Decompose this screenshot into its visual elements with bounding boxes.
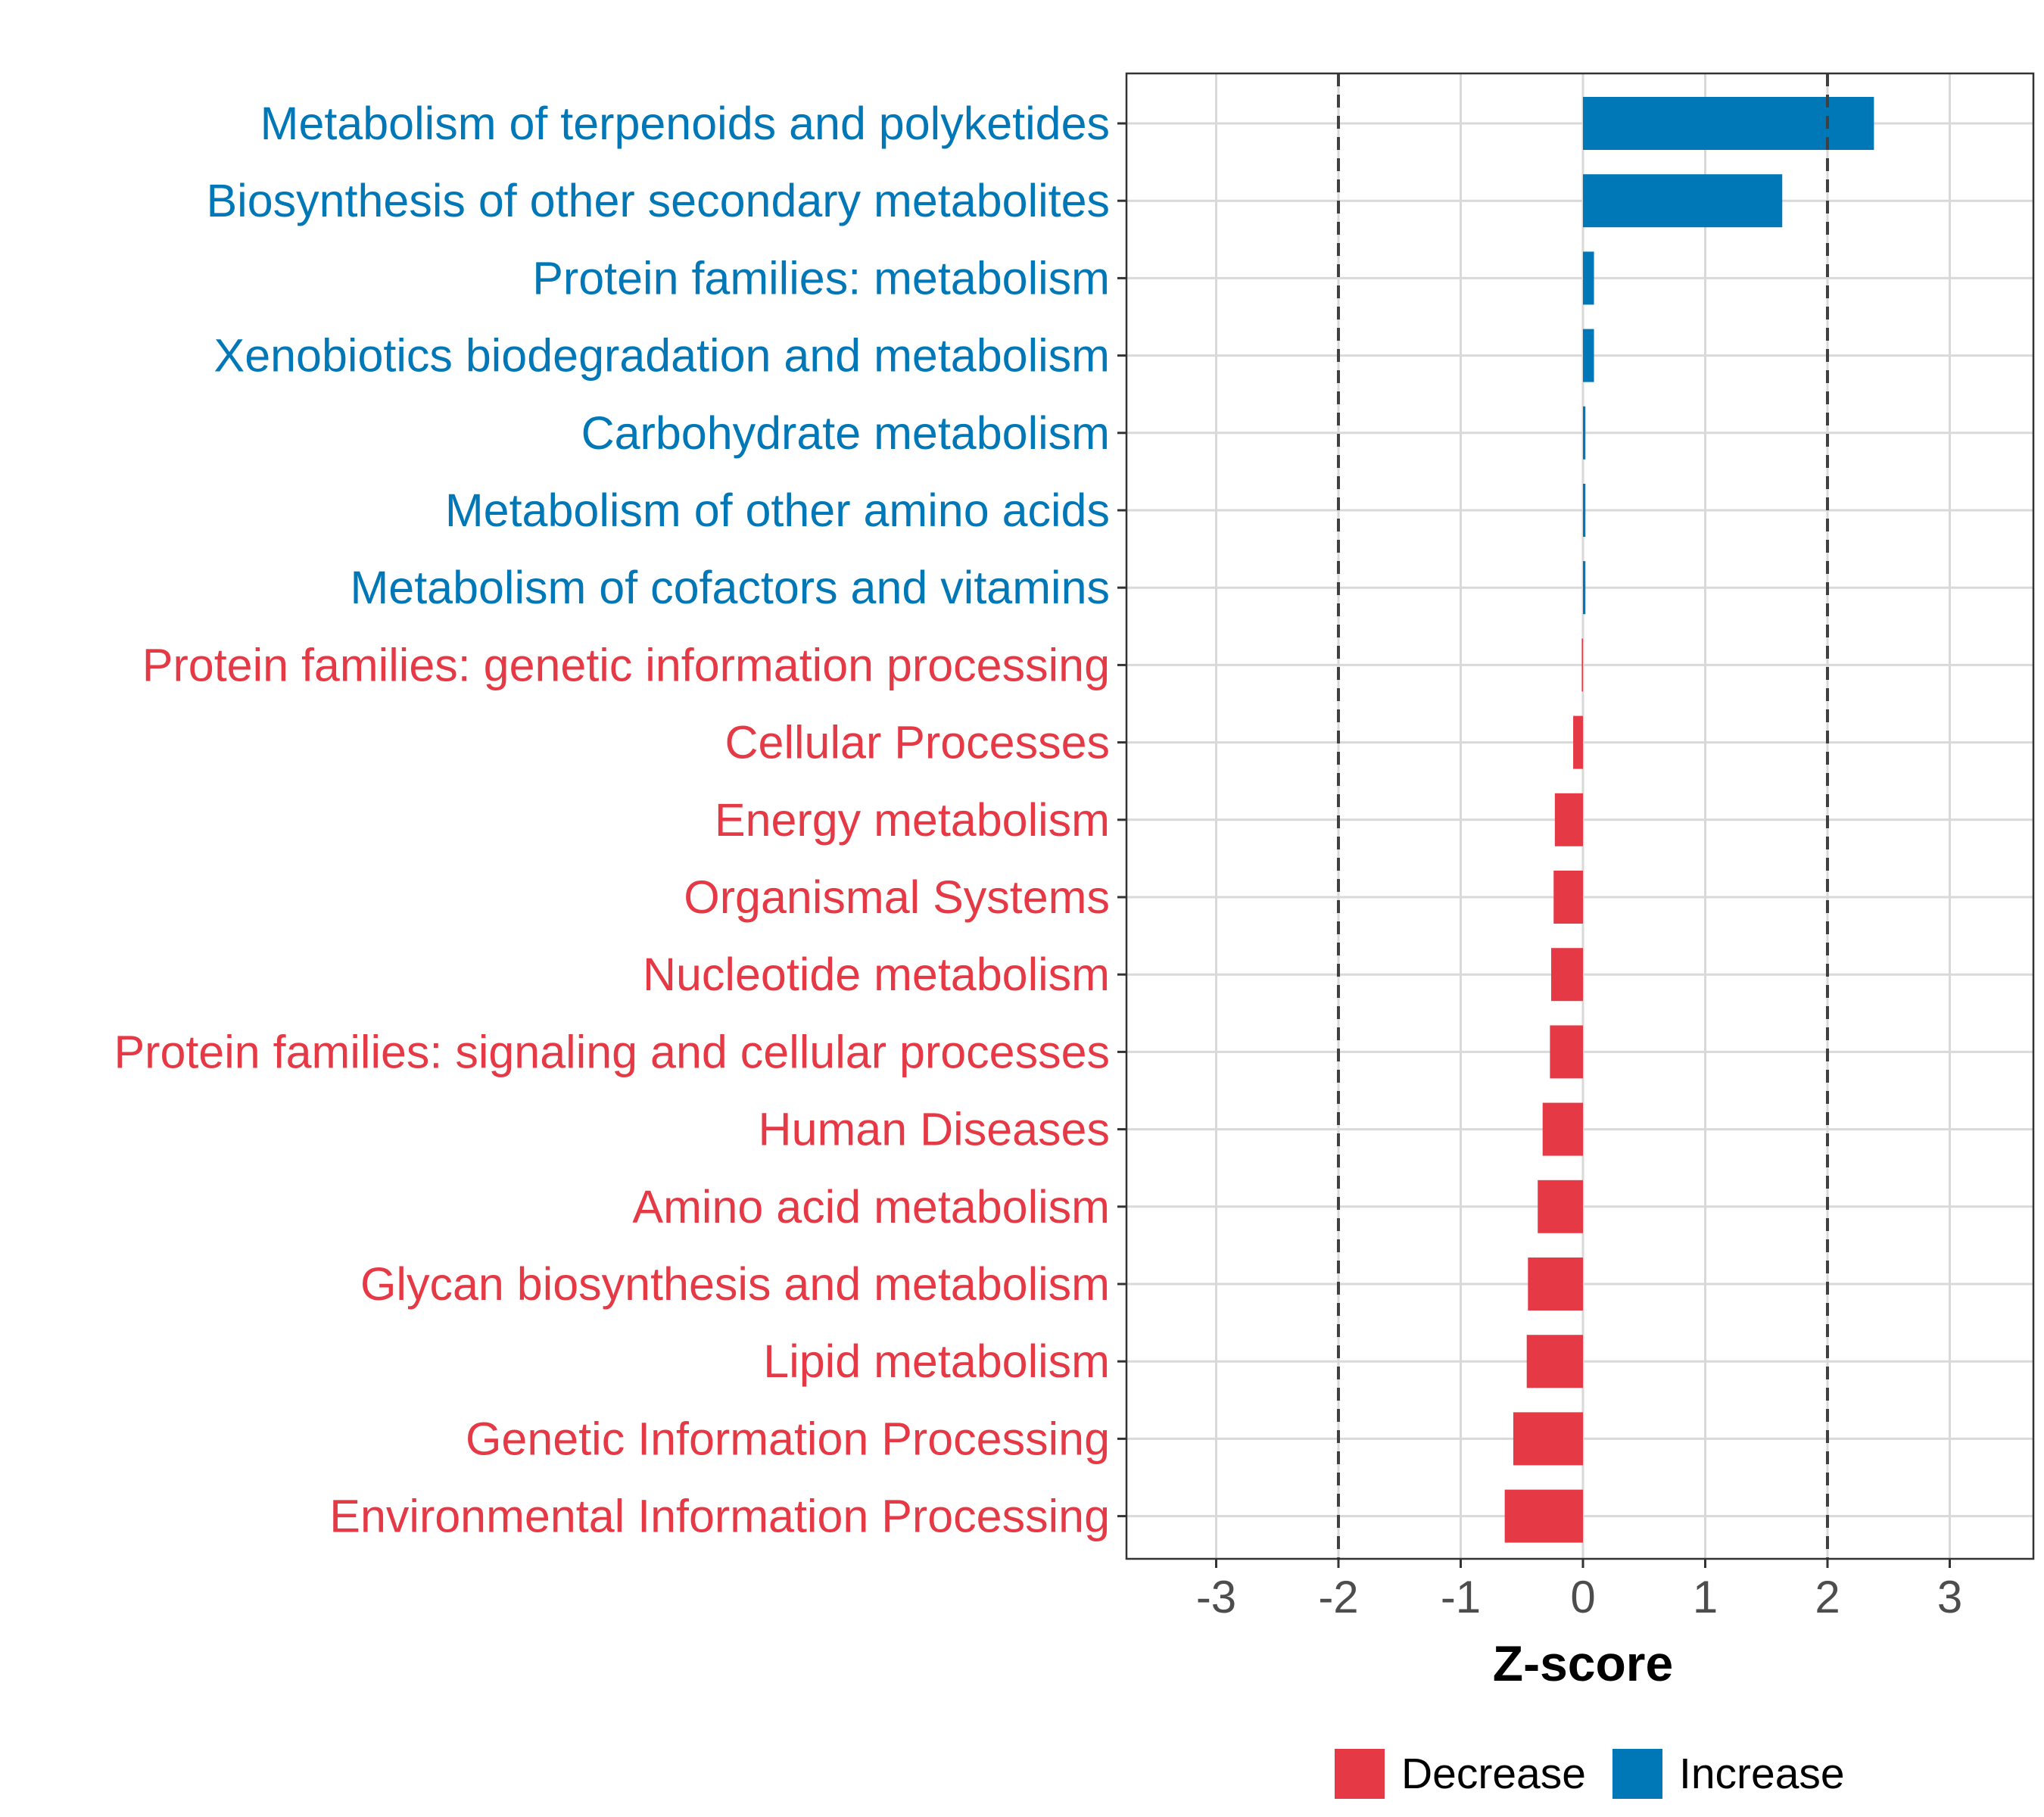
reference-lines (1337, 73, 1829, 1559)
category-label: Metabolism of cofactors and vitamins (350, 562, 1110, 613)
category-label: Metabolism of terpenoids and polyketides (260, 98, 1110, 149)
bar (1553, 871, 1583, 924)
legend: Decrease Increase (1335, 1749, 1845, 1799)
category-label: Carbohydrate metabolism (581, 407, 1110, 459)
bar (1583, 484, 1586, 537)
x-tick-label: -3 (1196, 1572, 1236, 1622)
category-labels: Metabolism of terpenoids and polyketides… (114, 98, 1110, 1542)
category-label: Environmental Information Processing (329, 1491, 1110, 1542)
x-tick-labels: -3 -2 -1 0 1 2 3 (1196, 1572, 1962, 1622)
bar (1583, 174, 1783, 228)
category-label: Organismal Systems (684, 871, 1110, 923)
bar (1583, 97, 1874, 150)
bar (1583, 406, 1586, 460)
category-label: Protein families: signaling and cellular… (114, 1026, 1110, 1077)
bar (1581, 638, 1583, 692)
category-label: Protein families: genetic information pr… (142, 639, 1110, 690)
bar (1526, 1335, 1583, 1388)
category-label: Cellular Processes (724, 717, 1110, 768)
bar (1504, 1489, 1583, 1543)
bar (1528, 1258, 1583, 1311)
bar (1513, 1412, 1583, 1466)
bars (1504, 97, 1874, 1543)
legend-key (1612, 1749, 1662, 1799)
bar (1538, 1180, 1583, 1233)
category-label: Lipid metabolism (763, 1335, 1110, 1387)
category-label: Biosynthesis of other secondary metaboli… (206, 175, 1110, 226)
legend-label: Decrease (1401, 1750, 1586, 1798)
category-label: Human Diseases (759, 1104, 1110, 1155)
bar (1573, 715, 1583, 769)
x-tick-label: 3 (1937, 1572, 1962, 1622)
x-tick-label: 0 (1570, 1572, 1595, 1622)
category-label: Xenobiotics biodegradation and metabolis… (214, 330, 1110, 382)
bar (1551, 948, 1583, 1002)
category-label: Genetic Information Processing (466, 1413, 1110, 1464)
category-label: Glycan biosynthesis and metabolism (360, 1258, 1110, 1310)
axis-ticks (1117, 122, 1951, 1568)
x-tick-label: -2 (1318, 1572, 1358, 1622)
bar (1542, 1102, 1583, 1156)
category-label: Energy metabolism (715, 794, 1110, 846)
x-axis-title: Z-score (1493, 1635, 1673, 1691)
bar (1554, 793, 1583, 846)
x-tick-label: 2 (1815, 1572, 1840, 1622)
category-label: Nucleotide metabolism (643, 949, 1110, 1000)
x-tick-label: 1 (1693, 1572, 1718, 1622)
legend-key (1335, 1749, 1385, 1799)
bar (1583, 251, 1594, 305)
category-label: Metabolism of other amino acids (445, 485, 1110, 536)
category-label: Amino acid metabolism (632, 1181, 1110, 1233)
x-tick-label: -1 (1441, 1572, 1481, 1622)
legend-label: Increase (1679, 1750, 1845, 1798)
bar (1550, 1025, 1583, 1079)
bar (1583, 561, 1586, 615)
plot-panel-border (1125, 72, 2035, 1560)
bar (1583, 329, 1594, 382)
category-label: Protein families: metabolism (532, 252, 1110, 304)
